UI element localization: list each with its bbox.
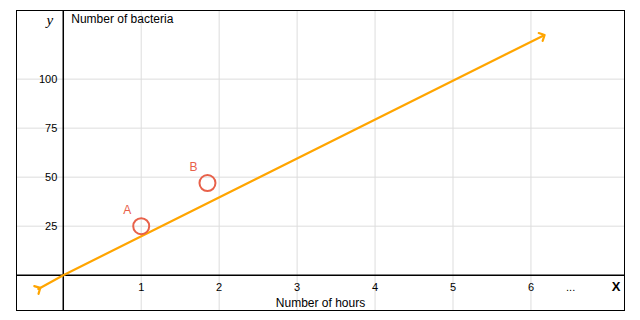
svg-text:100: 100 xyxy=(39,73,57,85)
svg-text:75: 75 xyxy=(45,122,57,134)
svg-text:B: B xyxy=(189,160,197,174)
svg-text:X: X xyxy=(612,279,621,294)
svg-text:50: 50 xyxy=(45,171,57,183)
svg-text:4: 4 xyxy=(372,281,378,293)
svg-text:5: 5 xyxy=(450,281,456,293)
svg-text:25: 25 xyxy=(45,220,57,232)
svg-text:...: ... xyxy=(566,281,575,293)
svg-text:Number of bacteria: Number of bacteria xyxy=(71,12,173,26)
svg-text:1: 1 xyxy=(138,281,144,293)
svg-text:6: 6 xyxy=(528,281,534,293)
svg-text:3: 3 xyxy=(294,281,300,293)
svg-text:Number of hours: Number of hours xyxy=(276,296,365,310)
svg-text:A: A xyxy=(123,203,131,217)
svg-text:2: 2 xyxy=(216,281,222,293)
svg-text:y: y xyxy=(45,12,54,28)
